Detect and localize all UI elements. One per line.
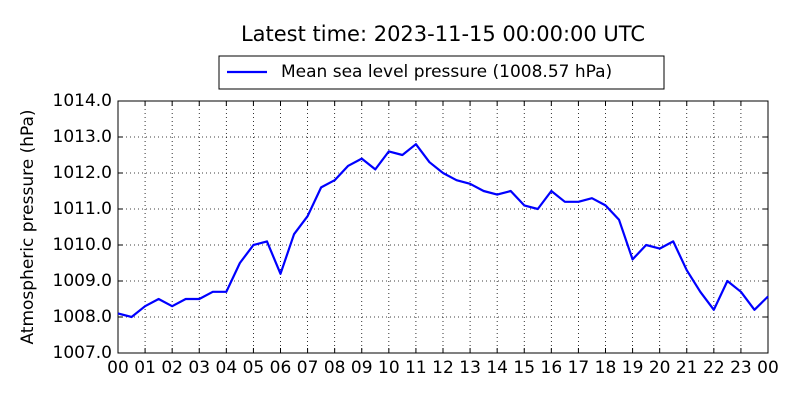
plot-frame (117, 100, 769, 354)
x-tick-label: 15 (513, 358, 535, 378)
x-tick-label: 19 (622, 358, 644, 378)
x-tick-label: 22 (703, 358, 725, 378)
x-tick-label: 01 (134, 358, 156, 378)
x-tick-label: 10 (378, 358, 400, 378)
x-tick-label: 06 (270, 358, 292, 378)
y-tick-label: 1007.0 (53, 343, 112, 363)
x-tick-label: 12 (432, 358, 454, 378)
x-tick-label: 08 (324, 358, 346, 378)
x-tick-label: 21 (676, 358, 698, 378)
y-tick-label: 1010.0 (53, 235, 112, 255)
x-tick-label: 00 (757, 358, 779, 378)
y-tick-label: 1011.0 (53, 199, 112, 219)
y-tick-label: 1014.0 (53, 91, 112, 111)
y-tick-label: 1009.0 (53, 271, 112, 291)
x-tick-label: 02 (161, 358, 183, 378)
x-tick-label: 14 (486, 358, 508, 378)
x-tick-label: 13 (459, 358, 481, 378)
legend-label: Mean sea level pressure (1008.57 hPa) (281, 62, 612, 82)
x-tick-label: 04 (216, 358, 238, 378)
x-tick-label: 09 (351, 358, 373, 378)
x-tick-label: 00 (107, 358, 129, 378)
x-tick-label: 16 (541, 358, 563, 378)
y-tick-label: 1008.0 (53, 307, 112, 327)
x-tick-label: 05 (243, 358, 265, 378)
x-tick-label: 03 (188, 358, 210, 378)
legend-box (218, 55, 665, 90)
x-tick-label: 23 (730, 358, 752, 378)
y-axis-label: Atmospheric pressure (hPa) (18, 109, 38, 344)
data-line (117, 143, 769, 319)
x-tick-label: 18 (595, 358, 617, 378)
x-tick-label: 11 (405, 358, 427, 378)
x-tick-label: 17 (568, 358, 590, 378)
x-tick-label: 07 (297, 358, 319, 378)
chart-title: Latest time: 2023-11-15 00:00:00 UTC (241, 22, 645, 46)
y-tick-label: 1013.0 (53, 127, 112, 147)
x-tick-label: 20 (649, 358, 671, 378)
y-tick-label: 1012.0 (53, 163, 112, 183)
